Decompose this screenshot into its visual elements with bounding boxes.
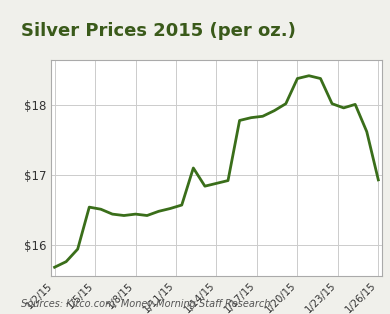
Text: Silver Prices 2015 (per oz.): Silver Prices 2015 (per oz.) xyxy=(21,22,296,41)
Text: Sources: Kitco.com, Money Morning Staff Research: Sources: Kitco.com, Money Morning Staff … xyxy=(21,299,271,309)
